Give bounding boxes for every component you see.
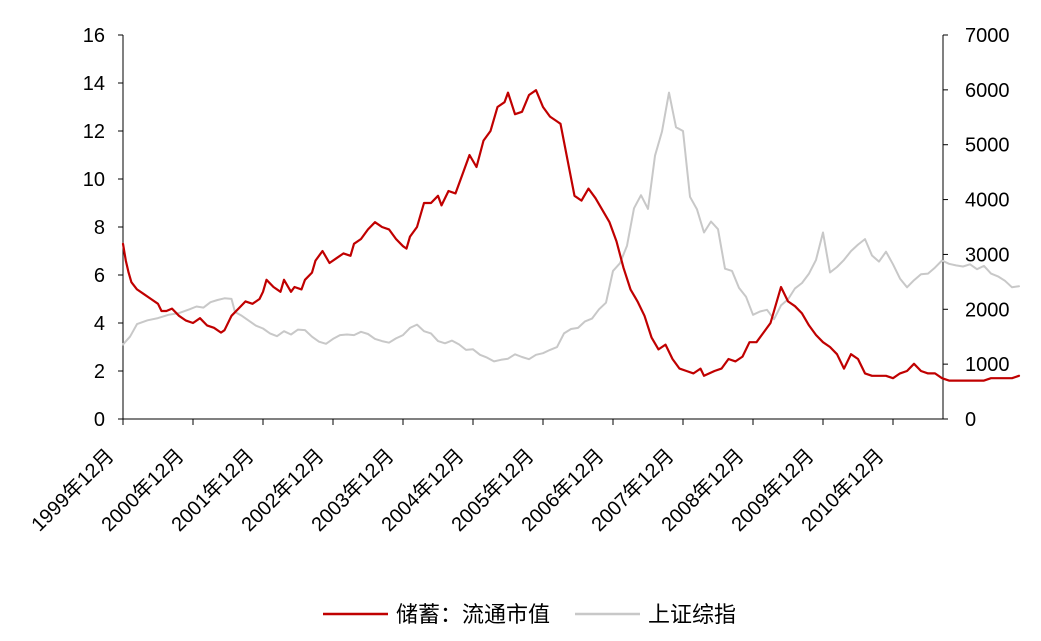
- y-right-tick-label: 4000: [965, 190, 1010, 212]
- y-right-tick-label: 1000: [965, 354, 1010, 376]
- axes-layer: 0 2 4 6 8 10 12 14 16 0 1000 2000 3000 4000 5000 6000 70…: [27, 25, 1010, 536]
- series-line-shanghai-composite: [122, 91, 1020, 363]
- legend-label: 上证综指: [648, 602, 736, 627]
- y-left-tick-label: 0: [94, 409, 105, 431]
- y-left-tick-label: 16: [83, 25, 105, 47]
- y-left-tick-label: 2: [94, 361, 105, 383]
- y-left-tick-label: 8: [94, 217, 105, 239]
- legend: 储蓄：流通市值 上证综指: [323, 602, 736, 627]
- y-right-tick-label: 5000: [965, 135, 1010, 157]
- series-line-savings-to-market-cap: [121, 89, 1021, 382]
- y-left-tick-label: 10: [83, 169, 105, 191]
- y-right-tick-label: 6000: [965, 80, 1010, 102]
- y-right-tick-label: 7000: [965, 25, 1010, 47]
- legend-label: 储蓄：流通市值: [396, 602, 550, 627]
- y-right-tick-label: 2000: [965, 299, 1010, 321]
- y-left-tick-label: 12: [83, 121, 105, 143]
- series-layer: [121, 89, 1021, 382]
- y-left-tick-label: 6: [94, 265, 105, 287]
- y-right-tick-label: 0: [965, 409, 976, 431]
- y-right-tick-label: 3000: [965, 244, 1010, 266]
- y-left-tick-label: 14: [83, 73, 105, 95]
- y-left-tick-label: 4: [94, 313, 105, 335]
